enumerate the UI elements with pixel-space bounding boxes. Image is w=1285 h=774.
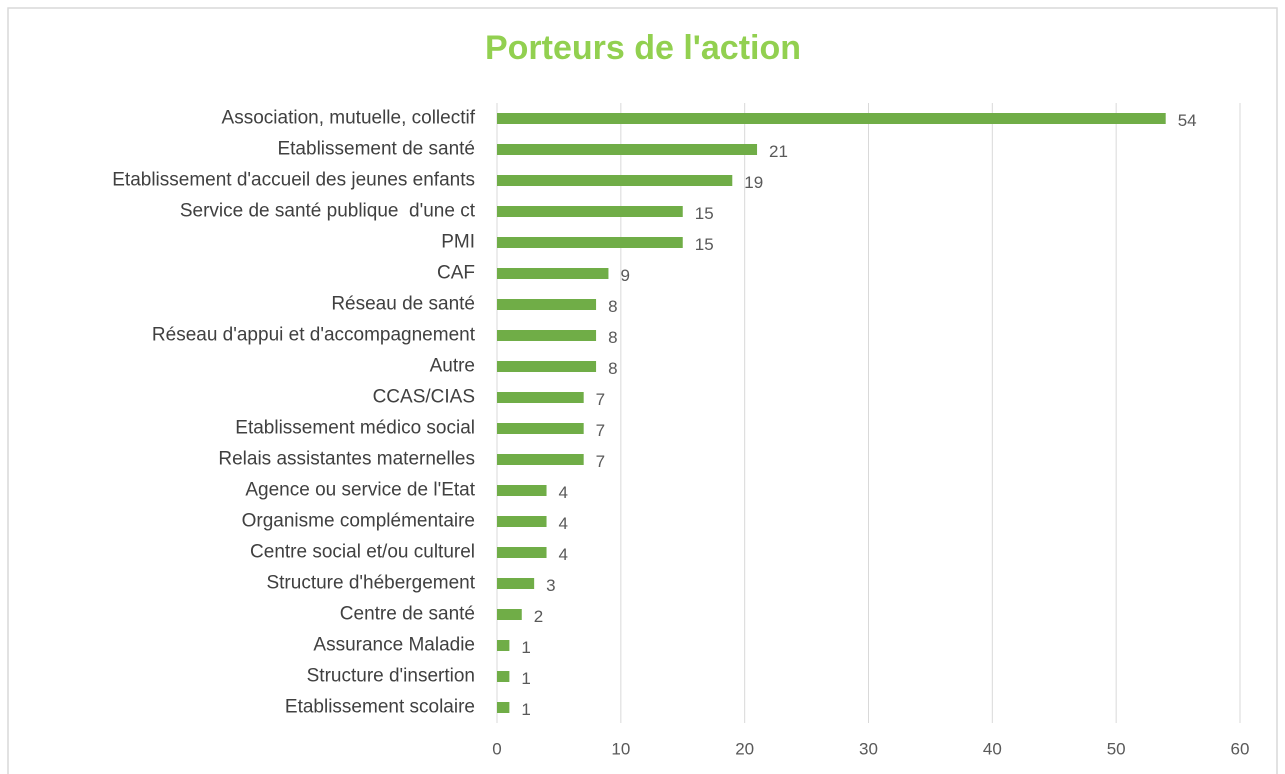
- x-tick-label: 50: [1107, 739, 1126, 758]
- bar: [497, 206, 683, 217]
- x-tick-label: 10: [611, 739, 630, 758]
- data-label: 7: [596, 421, 605, 440]
- y-tick-label: Etablissement de santé: [277, 139, 475, 160]
- y-tick-label: PMI: [441, 232, 475, 253]
- bar: [497, 640, 510, 651]
- bar: [497, 702, 510, 713]
- data-label: 15: [695, 235, 714, 254]
- y-tick-label: Relais assistantes maternelles: [218, 449, 475, 470]
- data-label: 4: [559, 483, 568, 502]
- y-tick-label: Structure d'hébergement: [266, 573, 475, 594]
- data-label: 1: [521, 669, 530, 688]
- y-tick-label: Centre social et/ou culturel: [250, 542, 475, 563]
- data-label: 1: [521, 638, 530, 657]
- data-label: 4: [559, 514, 568, 533]
- bar: [497, 392, 584, 403]
- x-tick-label: 20: [735, 739, 754, 758]
- data-label: 21: [769, 142, 788, 161]
- chart-border: [7, 7, 1278, 774]
- y-tick-label: Structure d'insertion: [307, 666, 475, 687]
- y-tick-label: Assurance Maladie: [313, 635, 475, 656]
- bar: [497, 237, 683, 248]
- data-label: 9: [620, 266, 629, 285]
- x-tick-label: 60: [1231, 739, 1250, 758]
- y-tick-label: Etablissement d'accueil des jeunes enfan…: [112, 170, 475, 191]
- bar: [497, 361, 597, 372]
- bar: [497, 485, 547, 496]
- y-tick-label: Agence ou service de l'Etat: [245, 480, 475, 501]
- chart-title: Porteurs de l'action: [485, 29, 801, 67]
- bar: [497, 113, 1166, 124]
- y-tick-label: Autre: [430, 356, 475, 377]
- bar: [497, 268, 609, 279]
- data-label: 7: [596, 390, 605, 409]
- y-tick-label: Réseau de santé: [331, 294, 475, 315]
- y-tick-label: CCAS/CIAS: [373, 387, 475, 408]
- data-label: 4: [559, 545, 568, 564]
- x-tick-label: 30: [859, 739, 878, 758]
- y-tick-label: Etablissement médico social: [235, 418, 475, 439]
- y-tick-label: Etablissement scolaire: [285, 697, 475, 718]
- x-tick-label: 0: [492, 739, 501, 758]
- bar: [497, 144, 758, 155]
- data-label: 2: [534, 607, 543, 626]
- data-label: 19: [744, 173, 763, 192]
- y-tick-label: Service de santé publique d'une ct: [180, 201, 476, 222]
- data-label: 8: [608, 297, 617, 316]
- bar: [497, 299, 597, 310]
- x-tick-label: 40: [983, 739, 1002, 758]
- bar: [497, 423, 584, 434]
- bar: [497, 330, 597, 341]
- bar: [497, 454, 584, 465]
- data-label: 8: [608, 359, 617, 378]
- data-label: 1: [521, 700, 530, 719]
- data-label: 7: [596, 452, 605, 471]
- data-label: 54: [1178, 111, 1197, 130]
- bar: [497, 578, 535, 589]
- y-tick-label: CAF: [437, 263, 475, 284]
- bar: [497, 609, 522, 620]
- bar: [497, 547, 547, 558]
- data-label: 3: [546, 576, 555, 595]
- data-label: 8: [608, 328, 617, 347]
- bar: [497, 516, 547, 527]
- data-label: 15: [695, 204, 714, 223]
- y-tick-label: Réseau d'appui et d'accompagnement: [152, 325, 476, 346]
- y-tick-label: Centre de santé: [340, 604, 475, 625]
- bar: [497, 175, 733, 186]
- bar: [497, 671, 510, 682]
- y-tick-label: Organisme complémentaire: [242, 511, 475, 532]
- y-tick-label: Association, mutuelle, collectif: [222, 108, 476, 129]
